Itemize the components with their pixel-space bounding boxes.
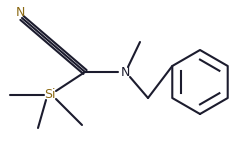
Text: Si: Si [44,88,56,102]
Text: N: N [120,66,130,78]
Text: N: N [15,6,25,18]
